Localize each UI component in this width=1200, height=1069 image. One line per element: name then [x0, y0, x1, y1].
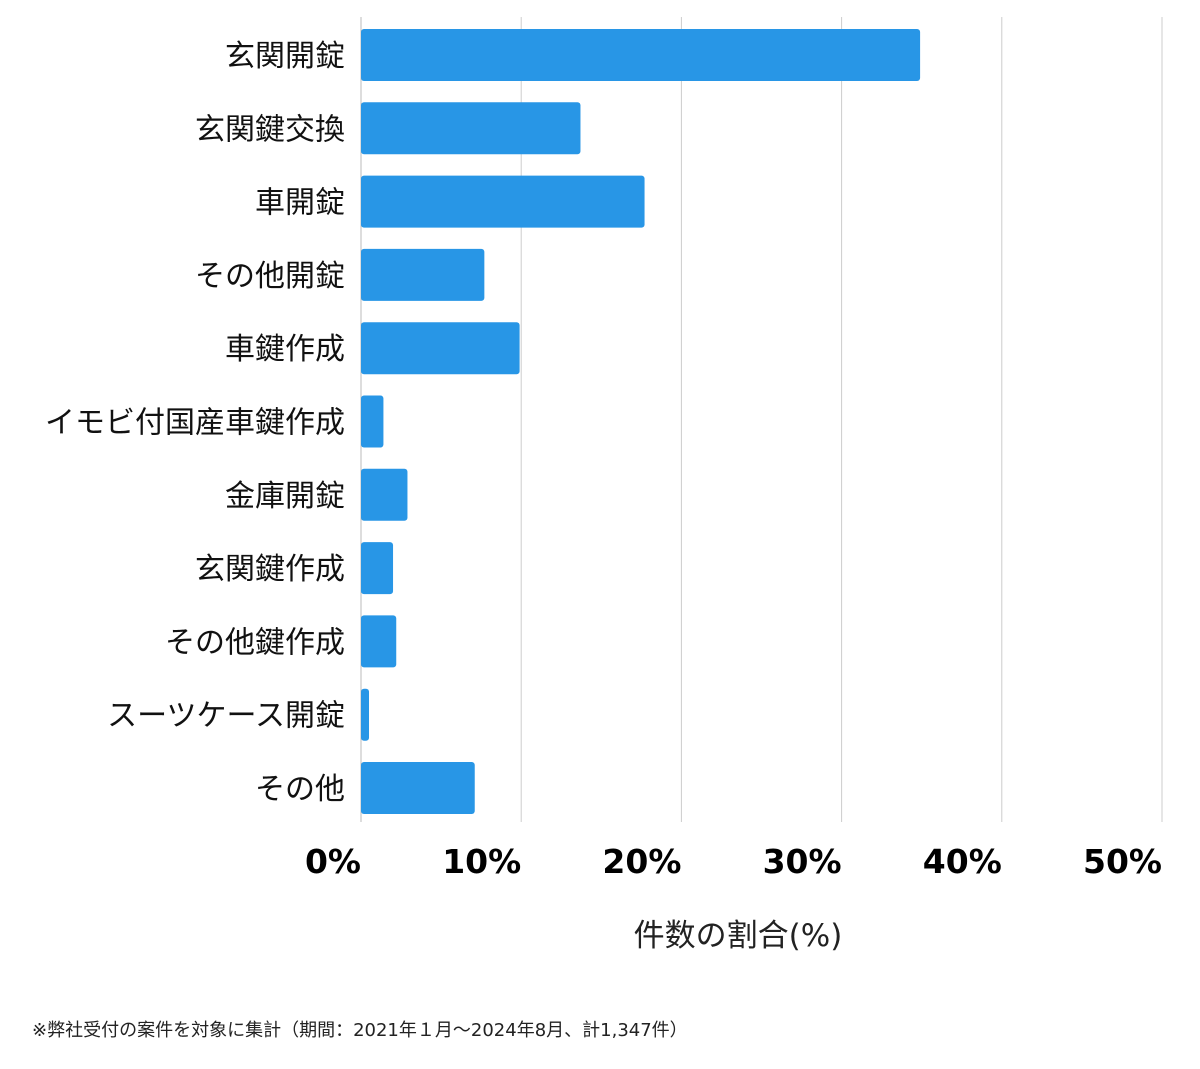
bar	[361, 29, 921, 81]
x-tick-labels: 0% 10% 20% 30% 40% 50%	[305, 842, 1162, 881]
category-label: その他鍵作成	[165, 625, 345, 660]
category-label: 金庫開錠	[225, 479, 345, 514]
category-labels: 玄関開錠玄関鍵交換車開錠その他開錠車鍵作成イモビ付国産車鍵作成金庫開錠玄関鍵作成…	[45, 39, 345, 807]
bar	[361, 322, 520, 375]
bars	[361, 29, 921, 814]
bar	[361, 175, 645, 228]
x-axis-title: 件数の割合(%)	[634, 918, 843, 954]
x-tick-label: 50%	[1083, 842, 1162, 881]
bar	[361, 688, 370, 741]
bar	[361, 762, 475, 814]
bar	[361, 615, 397, 668]
bar	[361, 395, 384, 448]
x-tick-label: 10%	[442, 842, 521, 881]
category-label: 車開錠	[255, 186, 345, 221]
category-label: 玄関開錠	[225, 39, 345, 74]
category-label: その他	[255, 772, 345, 807]
x-tick-label: 40%	[923, 842, 1002, 881]
x-tick-label: 30%	[763, 842, 842, 881]
category-label: 玄関鍵交換	[195, 112, 345, 147]
bar	[361, 542, 394, 595]
footnote: ※弊社受付の案件を対象に集計（期間：2021年１月〜2024年8月、計1,347…	[32, 1020, 688, 1041]
category-label: 車鍵作成	[225, 332, 345, 367]
category-label: スーツケース開錠	[107, 699, 345, 734]
bar	[361, 468, 408, 521]
category-label: 玄関鍵作成	[195, 552, 345, 587]
bar	[361, 248, 485, 301]
category-label: その他開錠	[195, 259, 345, 294]
category-label: イモビ付国産車鍵作成	[45, 406, 345, 441]
bar	[361, 102, 581, 155]
x-tick-label: 20%	[602, 842, 681, 881]
x-tick-label: 0%	[305, 842, 361, 881]
